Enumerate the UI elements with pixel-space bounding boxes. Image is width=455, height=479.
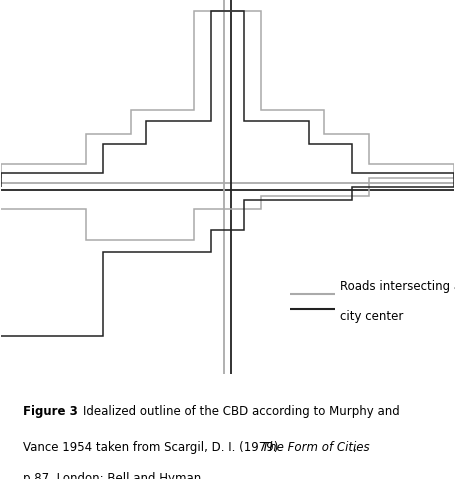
Text: The Form of Cities: The Form of Cities xyxy=(262,441,370,454)
Text: Vance 1954 taken from Scargil, D. I. (1979).: Vance 1954 taken from Scargil, D. I. (19… xyxy=(23,441,286,454)
Text: Figure 3: Figure 3 xyxy=(23,405,77,418)
Text: p 87. London: Bell and Hyman.: p 87. London: Bell and Hyman. xyxy=(23,472,205,479)
Text: city center: city center xyxy=(339,310,403,323)
Text: Idealized outline of the CBD according to Murphy and: Idealized outline of the CBD according t… xyxy=(83,405,400,418)
Text: ,: , xyxy=(352,441,356,454)
Text: Roads intersecting at: Roads intersecting at xyxy=(339,280,455,293)
